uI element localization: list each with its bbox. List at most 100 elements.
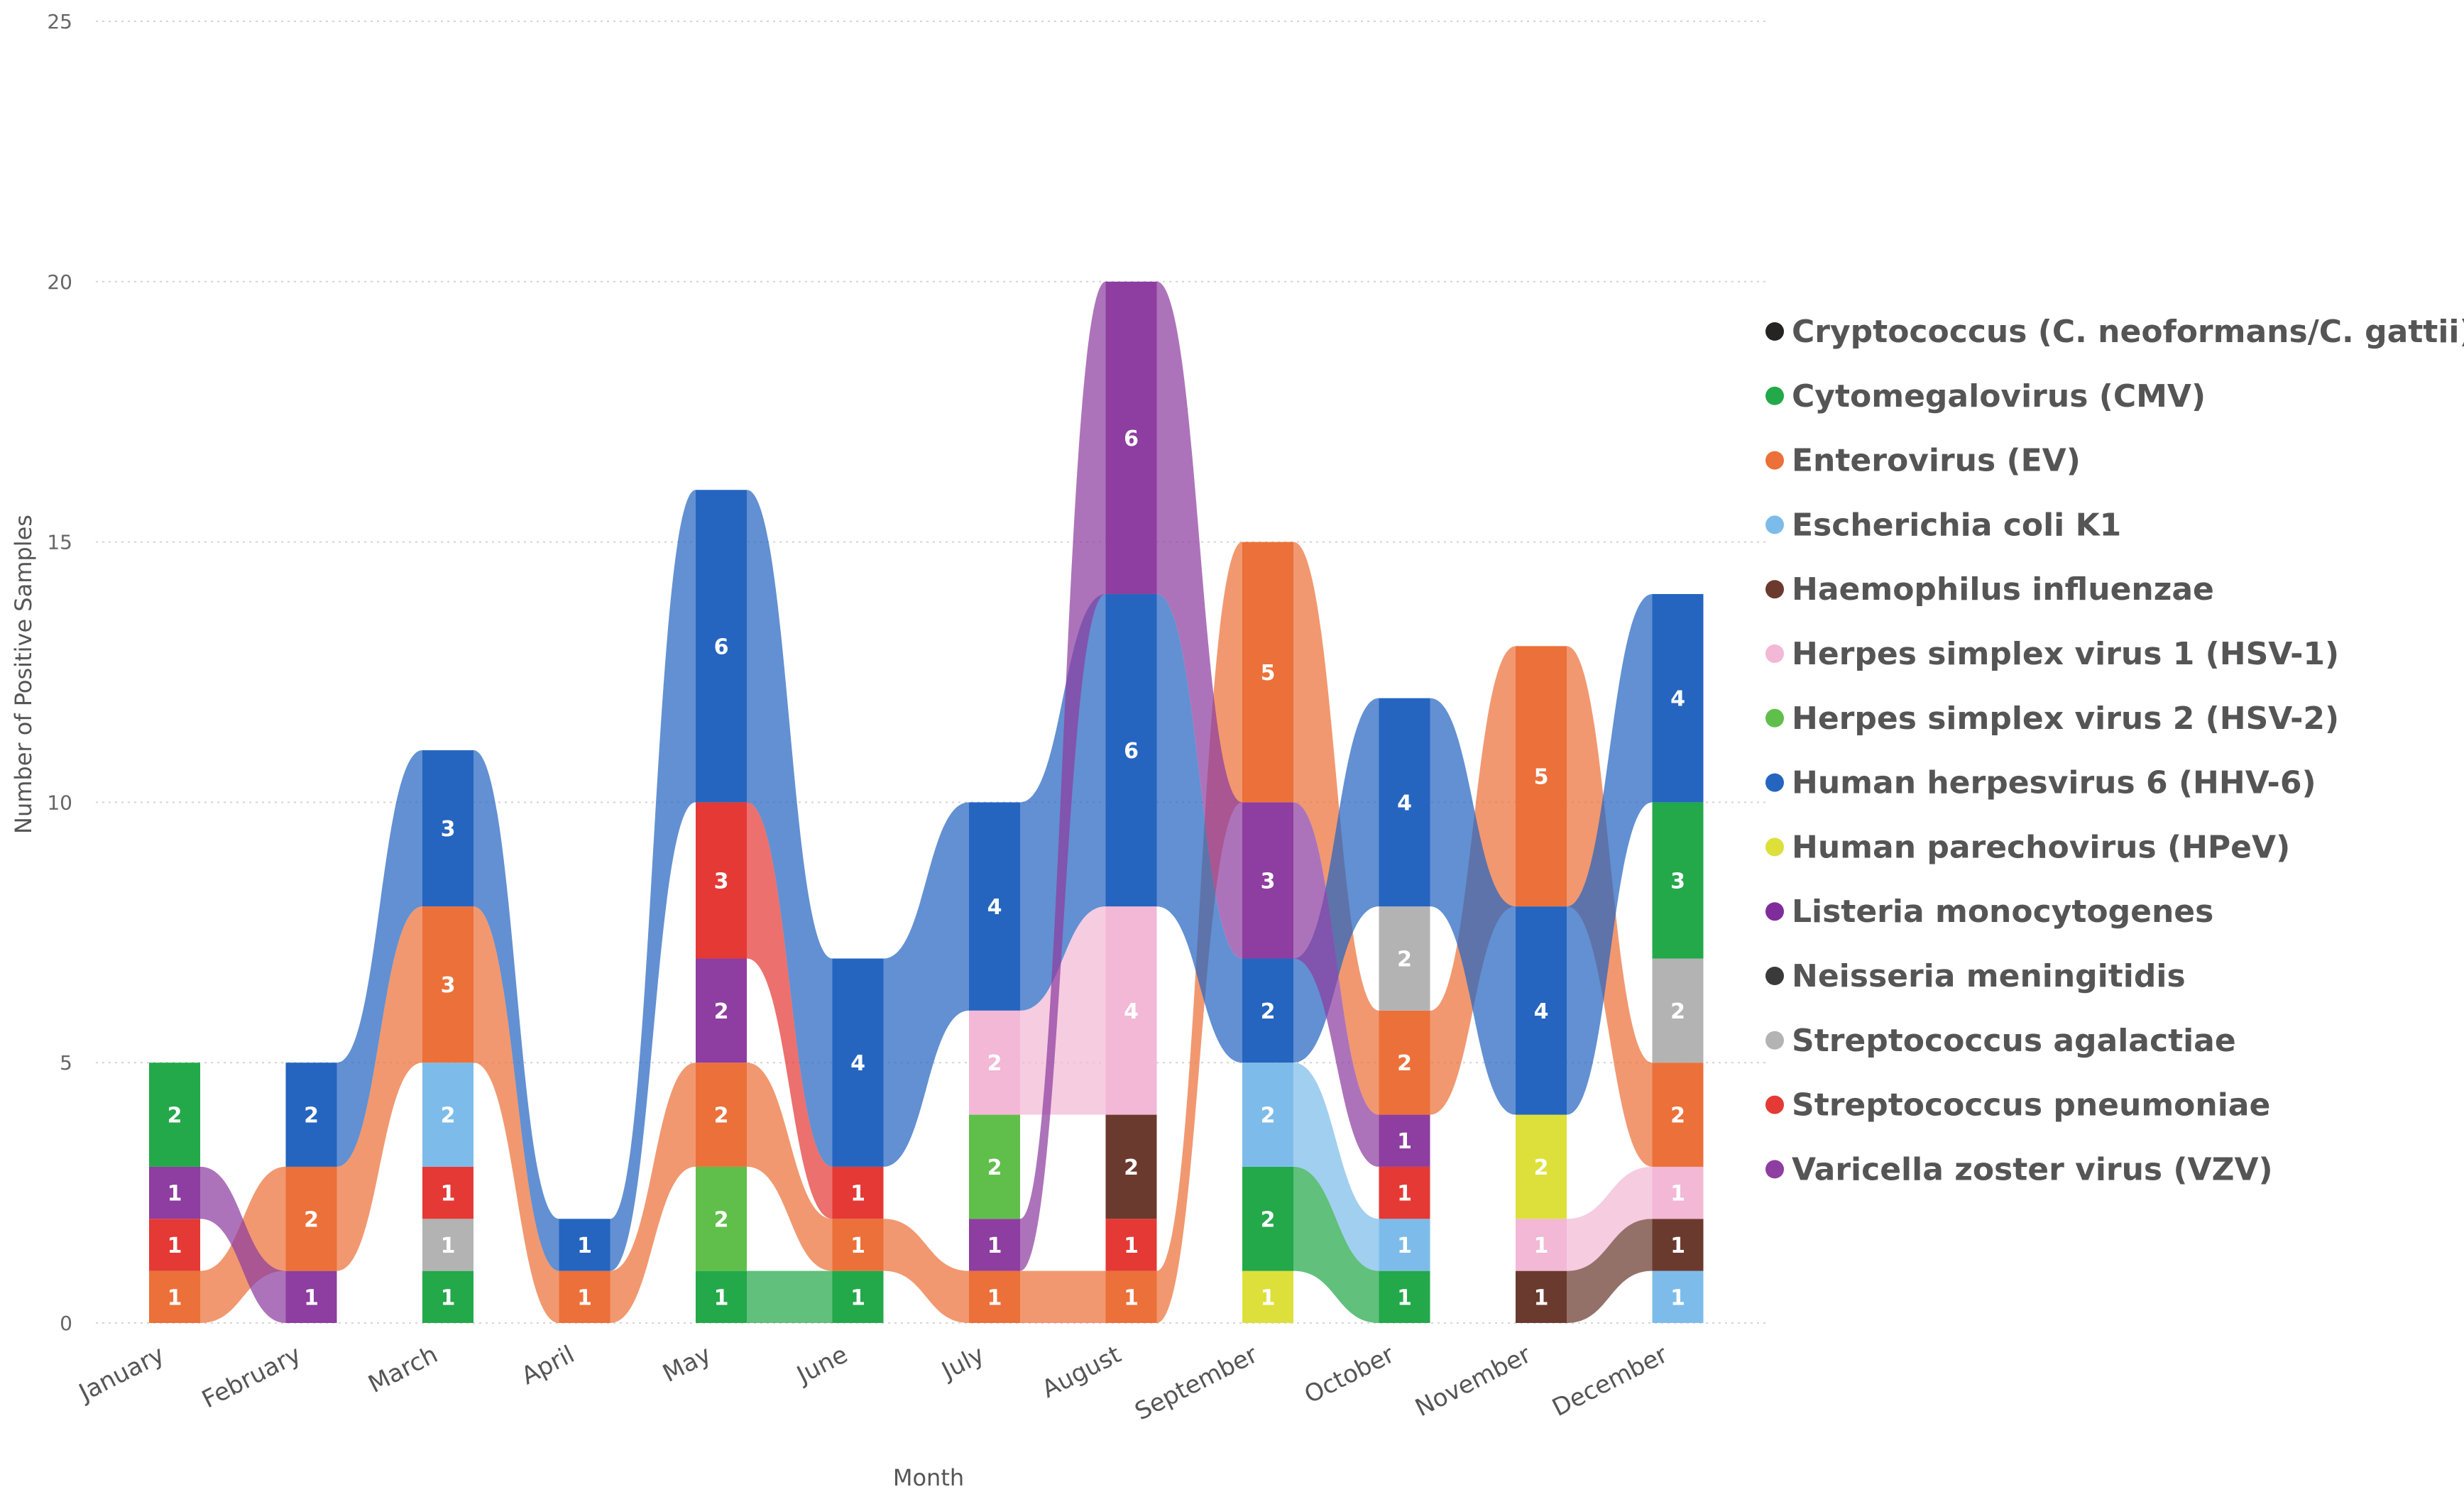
segment-value-label: 2 — [441, 1104, 456, 1129]
segment-value-label: 4 — [1124, 999, 1139, 1024]
segment-human-herpesvirus-6-hhv-6 — [559, 1219, 610, 1271]
segment-human-herpesvirus-6-hhv-6 — [832, 958, 884, 1167]
stacked-segments: 1 1 1 2 1 2 2 1 1 1 2 3 3 1 1 1 2 2 2 3 6 1 1 1 4 1 1 2 2 4 1 1 2 4 6 6 1 2 2 2… — [149, 281, 1704, 1323]
segment-value-label: 3 — [1261, 869, 1276, 894]
segment-value-label: 2 — [1397, 1051, 1412, 1076]
segment-enterovirus-ev — [832, 1219, 884, 1271]
segment-varicella-zoster-virus-vzv — [1242, 802, 1293, 959]
legend-marker — [1765, 838, 1784, 857]
segment-escherichia-coli-k1 — [1242, 1063, 1293, 1167]
segment-value-label: 2 — [1261, 999, 1276, 1024]
segment-value-label: 2 — [1261, 1207, 1276, 1232]
ribbon-human-herpesvirus-6-hhv-6 — [473, 750, 559, 1271]
segment-enterovirus-ev — [285, 1166, 337, 1271]
ribbon-escherichia-coli-k1 — [1293, 1063, 1379, 1271]
segment-enterovirus-ev — [422, 906, 473, 1063]
ribbon-varicella-zoster-virus-vzv — [1156, 281, 1242, 959]
segment-value-label: 2 — [714, 1104, 729, 1129]
segment-human-herpesvirus-6-hhv-6 — [1652, 593, 1704, 803]
segment-value-label: 1 — [850, 1285, 865, 1310]
legend-marker — [1765, 515, 1784, 534]
segment-value-label: 1 — [1397, 1182, 1412, 1207]
segment-herpes-simplex-virus-1-hsv-1 — [1652, 1166, 1704, 1219]
segment-value-label: 1 — [441, 1285, 456, 1310]
legend-label: Streptococcus pneumoniae — [1792, 1087, 2270, 1124]
x-tick-label: November — [1411, 1340, 1535, 1422]
segment-value-label: 1 — [850, 1234, 865, 1258]
segment-value-label: 1 — [168, 1182, 182, 1207]
ribbon-human-herpesvirus-6-hhv-6 — [1156, 593, 1242, 1063]
segment-herpes-simplex-virus-2-hsv-2 — [696, 1166, 747, 1271]
segment-value-label: 1 — [1124, 1234, 1139, 1258]
segment-herpes-simplex-virus-1-hsv-1 — [969, 1010, 1020, 1115]
segment-value-label: 3 — [441, 817, 456, 842]
segment-enterovirus-ev — [969, 1270, 1020, 1323]
y-tick-label: 20 — [47, 270, 72, 294]
ribbon-varicella-zoster-virus-vzv — [1293, 802, 1379, 1167]
segment-enterovirus-ev — [1379, 1010, 1430, 1115]
ribbon-haemophilus-influenzae — [1567, 1219, 1653, 1323]
legend-marker — [1765, 644, 1784, 663]
segment-value-label: 2 — [987, 1155, 1002, 1180]
legend-label: Streptococcus agalactiae — [1792, 1023, 2236, 1059]
y-tick-label: 15 — [47, 531, 72, 554]
legend-label: Haemophilus influenzae — [1792, 571, 2214, 608]
y-tick-label: 5 — [60, 1051, 72, 1075]
legend-label: Escherichia coli K1 — [1792, 507, 2121, 543]
x-tick-label: February — [197, 1340, 305, 1414]
segment-streptococcus-pneumoniae — [832, 1166, 884, 1219]
segment-streptococcus-agalactiae — [1652, 958, 1704, 1063]
legend-marker — [1765, 1031, 1784, 1050]
ribbon-enterovirus-ev — [747, 1063, 833, 1271]
segment-value-label: 1 — [577, 1285, 592, 1310]
segment-value-label: 1 — [304, 1285, 319, 1310]
segment-haemophilus-influenzae — [1652, 1219, 1704, 1271]
segment-value-label: 1 — [987, 1285, 1002, 1310]
x-tick-label: August — [1037, 1340, 1125, 1404]
segment-human-herpesvirus-6-hhv-6 — [422, 750, 473, 907]
legend-marker — [1765, 967, 1784, 985]
segment-enterovirus-ev — [1516, 646, 1567, 907]
ribbon-human-herpesvirus-6-hhv-6 — [1430, 698, 1516, 1115]
ribbon-enterovirus-ev — [610, 1063, 696, 1323]
ribbon-varicella-zoster-virus-vzv — [200, 1166, 286, 1323]
segment-value-label: 6 — [1124, 739, 1139, 764]
segment-value-label: 5 — [1534, 765, 1549, 790]
segment-streptococcus-pneumoniae — [696, 802, 747, 959]
segment-value-label: 1 — [1670, 1182, 1685, 1207]
x-tick-label: March — [364, 1340, 443, 1399]
segment-cytomegalovirus-cmv — [1242, 1166, 1293, 1271]
legend-label: Neisseria meningitidis — [1792, 958, 2186, 994]
segment-value-label: 1 — [1124, 1285, 1139, 1310]
segment-cytomegalovirus-cmv — [1652, 802, 1704, 959]
segment-streptococcus-pneumoniae — [422, 1166, 473, 1219]
legend-marker — [1765, 386, 1784, 405]
ribbon-human-herpesvirus-6-hhv-6 — [747, 490, 833, 1167]
segment-value-label: 2 — [1261, 1104, 1276, 1129]
segment-escherichia-coli-k1 — [422, 1063, 473, 1167]
y-tick-label: 25 — [47, 10, 72, 33]
ribbons — [200, 281, 1653, 1323]
segment-value-label: 1 — [577, 1234, 592, 1258]
ribbon-varicella-zoster-virus-vzv — [1020, 281, 1106, 1271]
segment-herpes-simplex-virus-1-hsv-1 — [1105, 906, 1157, 1115]
segment-value-label: 6 — [1124, 427, 1139, 451]
x-tick-label: October — [1300, 1340, 1398, 1409]
ribbon-human-herpesvirus-6-hhv-6 — [610, 490, 696, 1271]
ribbon-human-herpesvirus-6-hhv-6 — [336, 750, 422, 1167]
segment-value-label: 2 — [1534, 1155, 1549, 1180]
segment-enterovirus-ev — [1652, 1063, 1704, 1167]
segment-varicella-zoster-virus-vzv — [149, 1166, 200, 1219]
legend-label: Enterovirus (EV) — [1792, 443, 2081, 479]
segment-value-label: 1 — [1397, 1129, 1412, 1154]
x-tick-label: May — [658, 1340, 716, 1388]
segment-varicella-zoster-virus-vzv — [696, 958, 747, 1063]
segment-streptococcus-pneumoniae — [1105, 1219, 1157, 1271]
x-tick-label: April — [517, 1340, 579, 1390]
segment-enterovirus-ev — [1242, 542, 1293, 803]
legend-marker — [1765, 773, 1784, 792]
legend-label: Herpes simplex virus 2 (HSV-2) — [1792, 701, 2339, 737]
segment-value-label: 1 — [168, 1285, 182, 1310]
segment-value-label: 4 — [1534, 999, 1549, 1024]
